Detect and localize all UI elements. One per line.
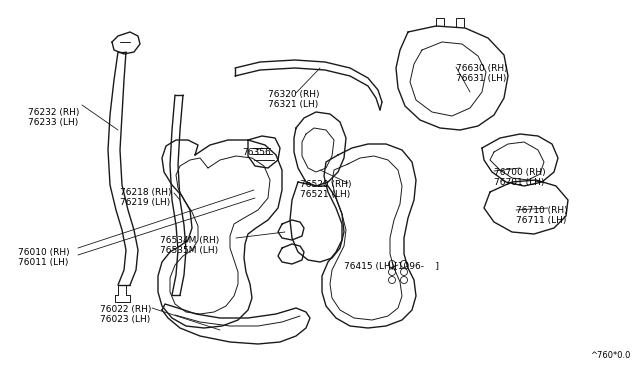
Text: 76232 (RH)
76233 (LH): 76232 (RH) 76233 (LH) xyxy=(28,108,79,127)
Text: 76415 (LH)[1096-    ]: 76415 (LH)[1096- ] xyxy=(344,262,439,271)
Text: 76534M (RH)
76535M (LH): 76534M (RH) 76535M (LH) xyxy=(160,236,220,256)
Text: 76320 (RH)
76321 (LH): 76320 (RH) 76321 (LH) xyxy=(268,90,319,109)
Text: 76010 (RH)
76011 (LH): 76010 (RH) 76011 (LH) xyxy=(18,248,70,267)
Text: 76022 (RH)
76023 (LH): 76022 (RH) 76023 (LH) xyxy=(100,305,152,324)
Text: ^760*0.0: ^760*0.0 xyxy=(589,351,630,360)
Text: 76356: 76356 xyxy=(242,148,271,157)
Text: 76520 (RH)
76521 (LH): 76520 (RH) 76521 (LH) xyxy=(300,180,351,199)
Text: 76710 (RH)
76711 (LH): 76710 (RH) 76711 (LH) xyxy=(516,206,568,225)
Text: 76700 (RH)
76701 (LH): 76700 (RH) 76701 (LH) xyxy=(494,168,546,187)
Text: 76218 (RH)
76219 (LH): 76218 (RH) 76219 (LH) xyxy=(120,188,172,208)
Text: 76630 (RH)
76631 (LH): 76630 (RH) 76631 (LH) xyxy=(456,64,508,83)
